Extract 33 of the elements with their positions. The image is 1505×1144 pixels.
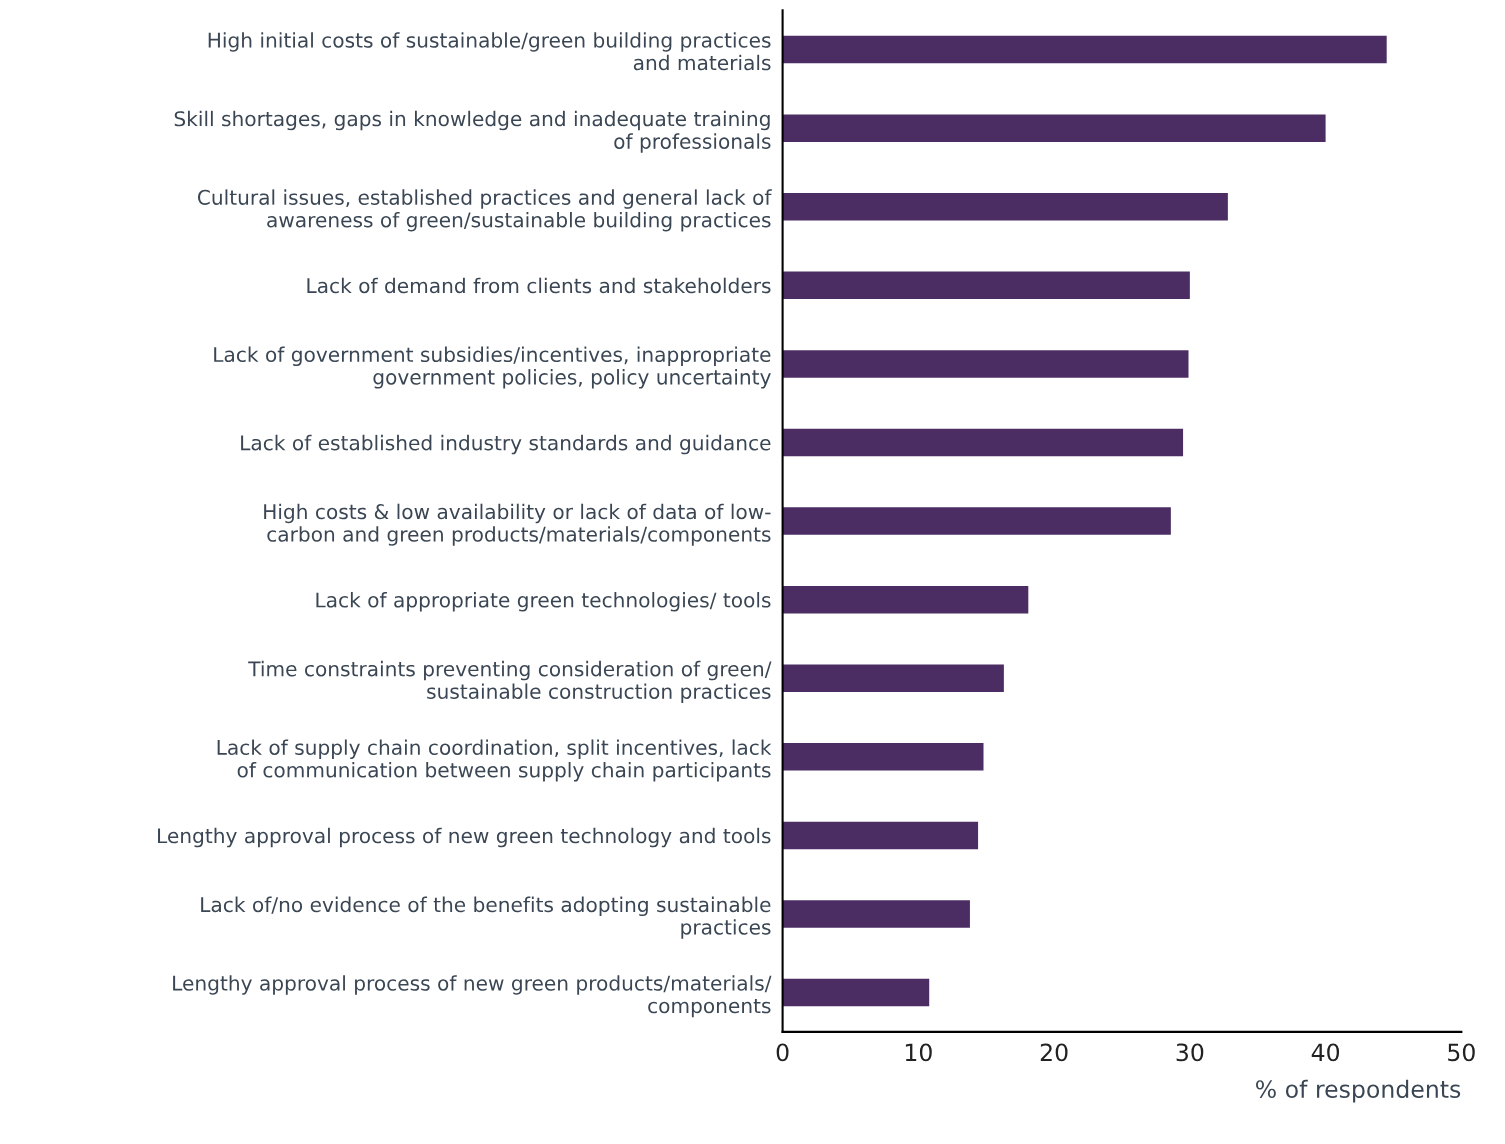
y-tick-label: Lack of appropriate green technologies/ tools: [316, 592, 771, 612]
bar: [782, 35, 1387, 64]
y-tick-label: Skill shortages, gaps in knowledge and inadequate training of professionals: [174, 110, 771, 153]
x-tick-label: 40: [1311, 1043, 1340, 1062]
bar: [782, 193, 1228, 221]
x-tick-label: 30: [1176, 1043, 1204, 1062]
bar: [782, 821, 979, 850]
bar: [782, 743, 984, 771]
bar: [782, 428, 1184, 457]
y-tick-label: High initial costs of sustainable/green building practices and materials: [208, 32, 771, 71]
y-tick-label: Lengthy approval process of new green technology and tools: [158, 827, 771, 848]
y-tick-label: Lack of government subsidies/incentives, inappropriate government policies, policy uncertainty: [214, 346, 771, 389]
bar: [782, 350, 1189, 378]
x-tick-label: 20: [1040, 1043, 1068, 1062]
y-tick-label: Cultural issues, established practices and general lack of awareness of green/sustainable building practices: [197, 189, 772, 232]
bar: [782, 271, 1190, 300]
y-tick-label: Time constraints preventing consideration of green/ sustainable construction practices: [248, 660, 772, 703]
y-tick-label: Lack of supply chain coordination, split incentives, lack of communication between supply chain participants: [217, 739, 772, 782]
bar: [782, 978, 930, 1007]
y-tick-label: Lack of established industry standards and guidance: [241, 434, 771, 455]
bar: [782, 585, 1029, 614]
bar: [782, 664, 1004, 693]
x-axis-title: % of respondents: [1256, 1079, 1461, 1103]
bar: [782, 114, 1326, 142]
x-tick-label: 50: [1448, 1043, 1475, 1062]
y-tick-label: High costs & low availability or lack of data of low- carbon and green products/materials/components: [264, 503, 771, 546]
x-tick-label: 0: [776, 1043, 789, 1062]
bar: [782, 900, 970, 928]
y-tick-label: Lack of/no evidence of the benefits adopting sustainable practices: [201, 896, 771, 939]
y-tick-label: Lengthy approval process of new green products/materials/ components: [173, 975, 772, 1018]
y-tick-label: Lack of demand from clients and stakeholders: [307, 277, 771, 294]
bar: [782, 507, 1171, 535]
x-tick-label: 10: [905, 1043, 932, 1062]
